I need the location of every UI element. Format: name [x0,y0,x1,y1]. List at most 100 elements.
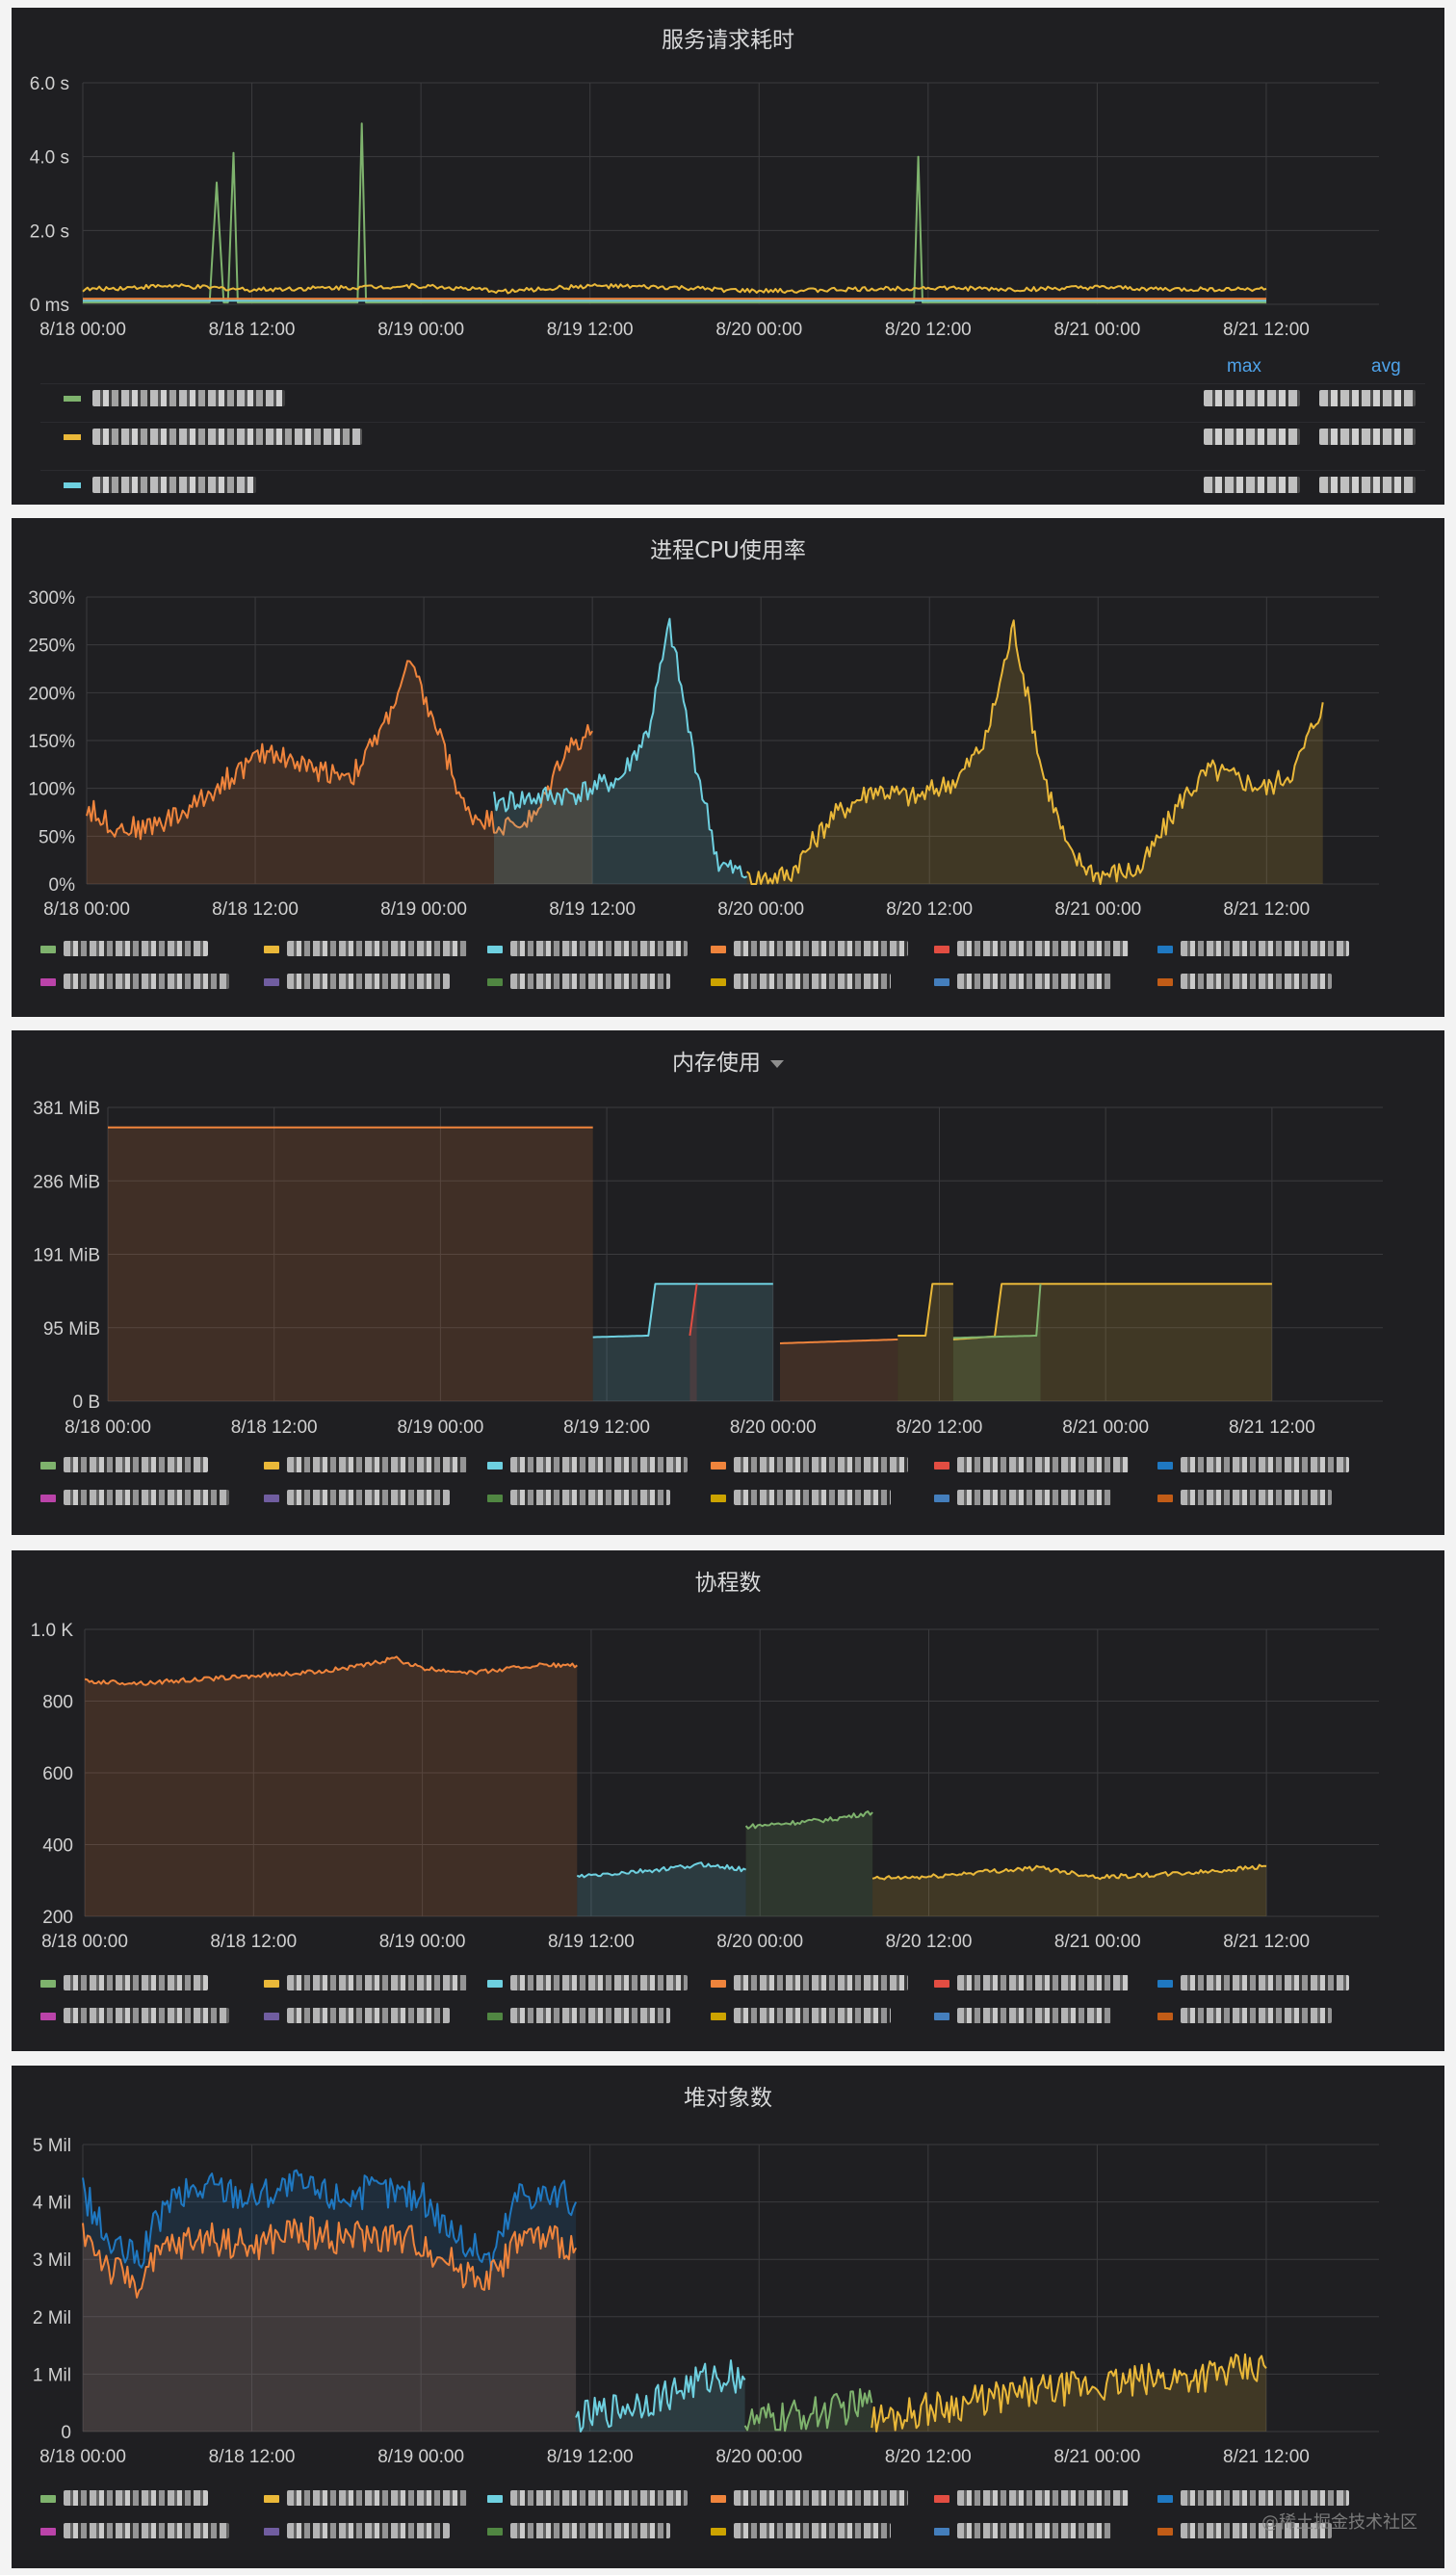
legend-item[interactable] [934,1974,1146,1991]
legend-label-redacted [287,2490,467,2506]
series-area [745,1811,873,1916]
legend-item[interactable] [487,2522,699,2539]
legend-item[interactable] [264,2489,476,2507]
legend-item[interactable] [487,973,699,990]
panel-title[interactable]: 内存使用 [12,1044,1444,1077]
legend-label-redacted [510,2008,670,2023]
legend-item[interactable] [264,1974,476,1991]
legend-row[interactable] [40,422,1425,452]
y-tick-label: 5 Mil [33,2136,71,2156]
legend-item[interactable] [934,973,1146,990]
legend-item[interactable] [487,1456,699,1473]
legend-label-redacted [1181,1975,1349,1990]
legend-item[interactable] [40,2007,252,2024]
legend-label-redacted [510,2490,688,2506]
panel-memory-usage: 内存使用 0 B 95 MiB 191 MiB 286 MiB 381 MiB 8/18 … [12,1030,1444,1535]
legend-item[interactable] [487,1489,699,1506]
legend-swatch [934,978,949,986]
legend-item[interactable] [40,973,252,990]
legend-swatch [264,2495,279,2503]
legend-item[interactable] [934,2489,1146,2507]
legend-item[interactable] [1157,1974,1369,1991]
series-line [745,619,1324,885]
panel-title[interactable]: 进程CPU使用率 [650,538,806,563]
legend-item[interactable] [40,1489,252,1506]
legend-item[interactable] [487,940,699,957]
legend-item[interactable] [264,1456,476,1473]
legend-item[interactable] [711,1974,923,1991]
x-tick-label: 8/18 00:00 [43,899,130,920]
y-tick-label: 100% [28,780,75,800]
legend-column-max[interactable]: max [1227,356,1261,377]
legend-item[interactable] [264,1489,476,1506]
y-tick-label: 250% [28,637,75,657]
legend-item[interactable] [40,940,252,957]
legend-item[interactable] [40,2489,252,2507]
legend-item[interactable] [40,1974,252,1991]
panel-title[interactable]: 协程数 [694,1571,762,1596]
legend-label-redacted [734,2523,891,2538]
y-tick-label: 0 B [72,1392,100,1413]
panel-title[interactable]: 服务请求耗时 [662,28,794,53]
legend-item[interactable] [264,2522,476,2539]
y-tick-label: 4.0 s [30,148,69,169]
legend-label-redacted [510,941,688,956]
legend-item[interactable] [711,2522,923,2539]
legend-item[interactable] [264,973,476,990]
legend-item[interactable] [711,973,923,990]
legend-item[interactable] [264,940,476,957]
legend-item[interactable] [711,940,923,957]
legend-item[interactable] [1157,2007,1369,2024]
legend-item[interactable] [487,2489,699,2507]
y-tick-label: 200 [42,1908,73,1928]
legend-label-redacted [957,2008,1111,2023]
legend-item[interactable] [40,2522,252,2539]
legend-label-redacted [957,1490,1111,1505]
legend-item[interactable] [934,940,1146,957]
legend-item[interactable] [934,2522,1146,2539]
series-line [82,2216,577,2299]
legend-column-avg[interactable]: avg [1371,356,1401,377]
series-line [689,1284,698,1337]
legend-item[interactable] [711,2489,923,2507]
legend-item[interactable] [934,1456,1146,1473]
x-tick-label: 8/19 00:00 [379,1932,466,1952]
legend-item[interactable] [1157,2522,1369,2539]
panel-title[interactable]: 堆对象数 [684,2086,772,2111]
caret-down-icon[interactable] [770,1059,784,1068]
legend-swatch [264,978,279,986]
legend-item[interactable] [711,2007,923,2024]
legend-item[interactable] [264,2007,476,2024]
x-tick-label: 8/19 12:00 [563,1418,650,1438]
legend-item[interactable] [1157,1489,1369,1506]
series-line [897,1283,953,1337]
legend-item[interactable] [711,1489,923,1506]
x-tick-label: 8/19 00:00 [377,320,464,340]
legend-item[interactable] [1157,940,1369,957]
chart-goroutines: 200 400 600 800 1.0 K 8/18 00:00 8/18 12:00 8/1… [31,1621,1379,1952]
legend [40,2489,1425,2547]
series-line [576,1861,747,1879]
chart-cpu-usage: 0% 50% 100% 150% 200% 250% 300% 8/18 00:00 8/18 … [28,588,1379,920]
legend-label-redacted [510,1457,688,1472]
chart-memory-usage: 0 B 95 MiB 191 MiB 286 MiB 381 MiB 8/18 00:00… [33,1099,1383,1438]
legend-row[interactable] [40,383,1425,413]
legend-row[interactable] [40,470,1425,500]
legend-item[interactable] [1157,1456,1369,1473]
legend-item[interactable] [1157,2489,1369,2507]
legend-label-redacted [64,1975,208,1990]
y-tick-label: 1 Mil [33,2365,71,2385]
x-tick-label: 8/20 12:00 [885,320,972,340]
x-tick-label: 8/21 00:00 [1053,2447,1140,2467]
legend-item[interactable] [1157,973,1369,990]
series-area [952,1284,1272,1401]
legend-item[interactable] [487,1974,699,1991]
legend-item[interactable] [711,1456,923,1473]
legend-item[interactable] [934,2007,1146,2024]
legend-item[interactable] [40,1456,252,1473]
series-area [577,1862,746,1916]
legend-swatch [1157,2528,1173,2536]
legend-item[interactable] [934,1489,1146,1506]
legend-swatch [264,1495,279,1502]
legend-item[interactable] [487,2007,699,2024]
